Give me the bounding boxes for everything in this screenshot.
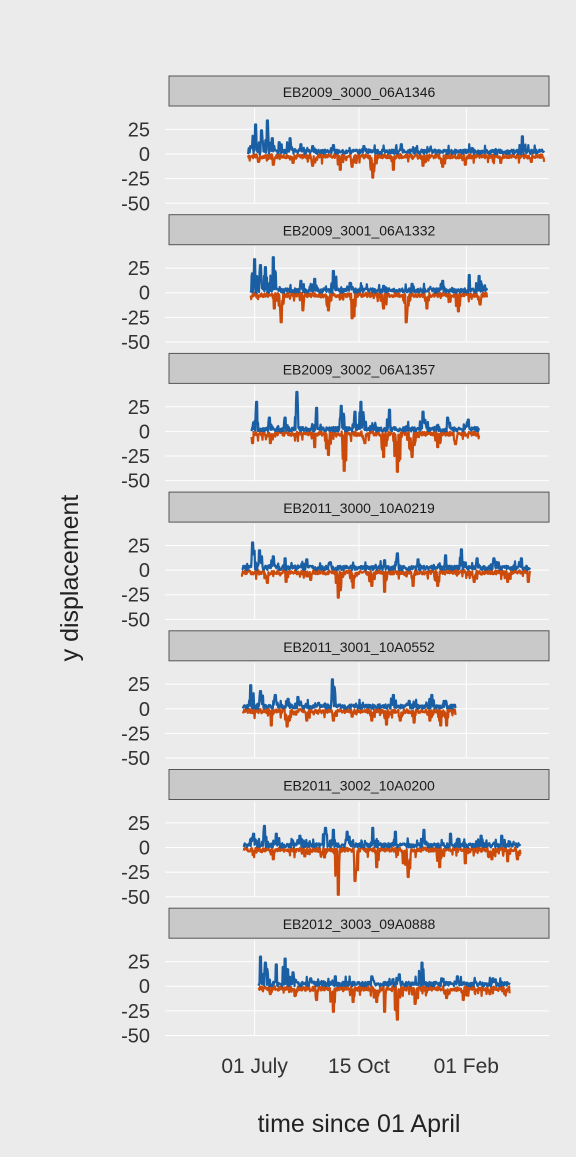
series-line-positive (246, 119, 546, 156)
facet-strip (168, 769, 550, 800)
facet-panel: EB2009_3000_06A1346 25 0 -25-50 (121, 75, 550, 215)
y-tick-label: 25 (128, 397, 150, 419)
y-tick-label: -50 (121, 609, 150, 631)
y-tick-label: 0 (139, 976, 150, 998)
facet-strip (168, 214, 550, 246)
series-line-negative (257, 985, 511, 1021)
series-line-negative (246, 152, 546, 179)
facet-panel: EB2011_3000_10A0219 25 0 -25-50 (121, 491, 550, 631)
x-axis-title: time since 01 April (258, 1110, 461, 1138)
y-tick-label: 25 (128, 952, 150, 974)
series-line-negative (242, 846, 522, 896)
series-line-negative (249, 291, 489, 324)
y-tick-label: 25 (128, 119, 150, 141)
y-tick-label: 25 (128, 674, 150, 696)
facet-panel: EB2009_3002_06A1357 250 -25 -50 (121, 352, 550, 493)
y-tick-label: -25 (121, 446, 150, 468)
facet-strip-title: EB2011_3002_10A0200 (283, 778, 435, 794)
panels-group: EB2009_3000_06A1346250-25-50EB2009_3001_… (121, 75, 550, 1047)
y-tick-label: -25 (121, 169, 150, 191)
y-tick-label: -50 (121, 471, 150, 493)
facet-strip (168, 352, 550, 384)
series-line-negative (241, 707, 457, 728)
facet-panel: EB2011_3001_10A0552 25 0-25 -50 (121, 630, 550, 770)
y-tick-label: 25 (128, 258, 150, 280)
facet-strip-title: EB2011_3000_10A0219 (283, 500, 435, 516)
y-tick-label: 0 (139, 144, 150, 166)
facet-strip (168, 907, 550, 939)
y-tick-label: -50 (121, 332, 150, 354)
x-axis: 01 July 15 Oct 01 Feb (221, 1055, 499, 1078)
y-tick-label: -25 (121, 585, 150, 607)
y-tick-label: 0 (139, 421, 150, 443)
y-tick-label: -50 (121, 748, 150, 770)
y-tick-label: 0 (139, 560, 150, 582)
series-line-positive (249, 256, 489, 294)
y-tick-label: 0 (139, 699, 150, 721)
y-tick-label: -25 (121, 862, 150, 884)
facet-strip-title: EB2009_3001_06A1332 (283, 223, 436, 239)
y-tick-label: 0 (139, 838, 150, 860)
y-tick-label: -25 (121, 1001, 150, 1023)
x-tick-label: 01 Feb (434, 1055, 499, 1078)
facet-strip (168, 630, 550, 662)
y-axis-title: y displacement (56, 495, 84, 662)
series-line-positive (241, 678, 457, 710)
y-tick-label: -50 (121, 1025, 150, 1047)
facet-panel: EB2009_3001_06A1332 25 0-25 -50 (121, 214, 550, 354)
y-tick-label: 25 (128, 535, 150, 557)
y-tick-label: -50 (121, 193, 150, 215)
y-tick-label: 0 (139, 283, 150, 305)
facet-strip-title: EB2009_3002_06A1357 (283, 361, 436, 377)
facet-strip-title: EB2012_3003_09A0888 (283, 916, 436, 932)
series-line-positive (250, 390, 481, 433)
series-line-negative (240, 569, 532, 599)
facet-panel: EB2012_3003_09A0888 250 -25-50 (121, 907, 550, 1047)
x-tick-label: 15 Oct (328, 1055, 390, 1078)
series-line-negative (250, 430, 481, 473)
series-line-positive (242, 824, 522, 849)
series-line-positive (257, 955, 511, 988)
x-tick-label: 01 July (221, 1055, 288, 1078)
facet-strip (168, 491, 550, 523)
y-tick-label: -25 (121, 307, 150, 329)
facet-panel: EB2011_3002_10A0200 25 0-25 -50 (121, 769, 550, 909)
facet-strip-title: EB2011_3001_10A0552 (283, 639, 435, 655)
y-tick-label: -25 (121, 723, 150, 745)
y-tick-label: -50 (121, 887, 150, 909)
facet-strip (168, 75, 550, 107)
series-line-positive (241, 541, 532, 572)
y-tick-label: 25 (128, 813, 150, 835)
facet-strip-title: EB2009_3000_06A1346 (283, 84, 436, 100)
